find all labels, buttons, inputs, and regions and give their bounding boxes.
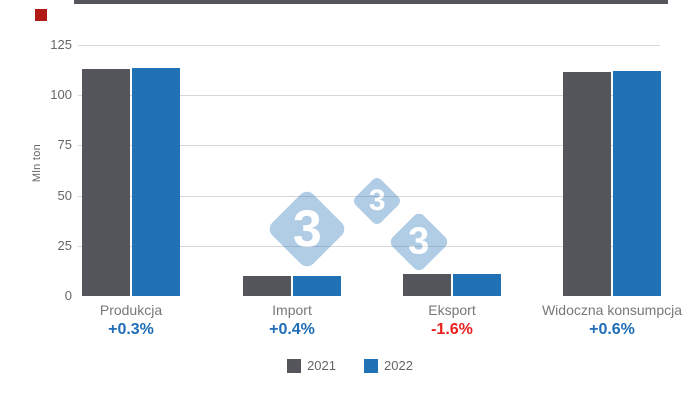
category-label-4: Widoczna konsumpcja <box>541 302 683 318</box>
watermark-digit: 3 <box>408 220 430 263</box>
brand-red-square-icon <box>35 9 47 21</box>
legend-label: 2021 <box>307 358 336 373</box>
watermark-diamond-large: 3 <box>265 187 349 271</box>
watermark-digit: 3 <box>368 184 386 217</box>
legend-item-2021[interactable]: 2021 <box>287 358 336 373</box>
bar-2022-widoczna-konsumpcja[interactable] <box>613 71 661 296</box>
gridline-75 <box>78 145 660 146</box>
watermark-diamond-small: 3 <box>351 175 403 227</box>
bar-2022-produkcja[interactable] <box>132 68 180 296</box>
watermark-digit: 3 <box>292 199 322 258</box>
y-tick-75: 75 <box>57 137 72 152</box>
gridline-50 <box>78 196 660 197</box>
y-tick-100: 100 <box>50 87 72 102</box>
legend-item-2022[interactable]: 2022 <box>364 358 413 373</box>
legend-label: 2022 <box>384 358 413 373</box>
legend: 2021 2022 <box>0 358 700 373</box>
gridline-25 <box>78 246 660 247</box>
x-axis-baseline <box>74 0 668 4</box>
variation-label-1: +0.3% <box>108 321 154 338</box>
variation-label-2: +0.4% <box>269 321 315 338</box>
bar-2021-widoczna-konsumpcja[interactable] <box>563 72 611 296</box>
category-label-3: Eksport <box>428 302 476 318</box>
watermark-diamond-medium: 3 <box>387 210 451 274</box>
y-tick-50: 50 <box>57 188 72 203</box>
bar-2022-import[interactable] <box>293 276 341 296</box>
gridline-100 <box>78 95 660 96</box>
legend-swatch-icon <box>287 358 302 373</box>
variation-label-3: -1.6% <box>431 321 473 338</box>
bar-2022-eksport[interactable] <box>453 274 501 296</box>
gridline-125 <box>78 45 660 46</box>
bar-2021-import[interactable] <box>243 276 291 296</box>
variation-label-4: +0.6% <box>589 321 635 338</box>
legend-swatch-icon <box>364 358 378 373</box>
bar-2021-eksport[interactable] <box>403 274 451 296</box>
bar-2021-produkcja[interactable] <box>82 69 130 296</box>
y-tick-25: 25 <box>57 238 72 253</box>
y-tick-0: 0 <box>64 288 72 303</box>
category-label-2: Import <box>272 302 312 318</box>
y-tick-125: 125 <box>50 37 72 52</box>
category-label-1: Produkcja <box>99 302 163 318</box>
